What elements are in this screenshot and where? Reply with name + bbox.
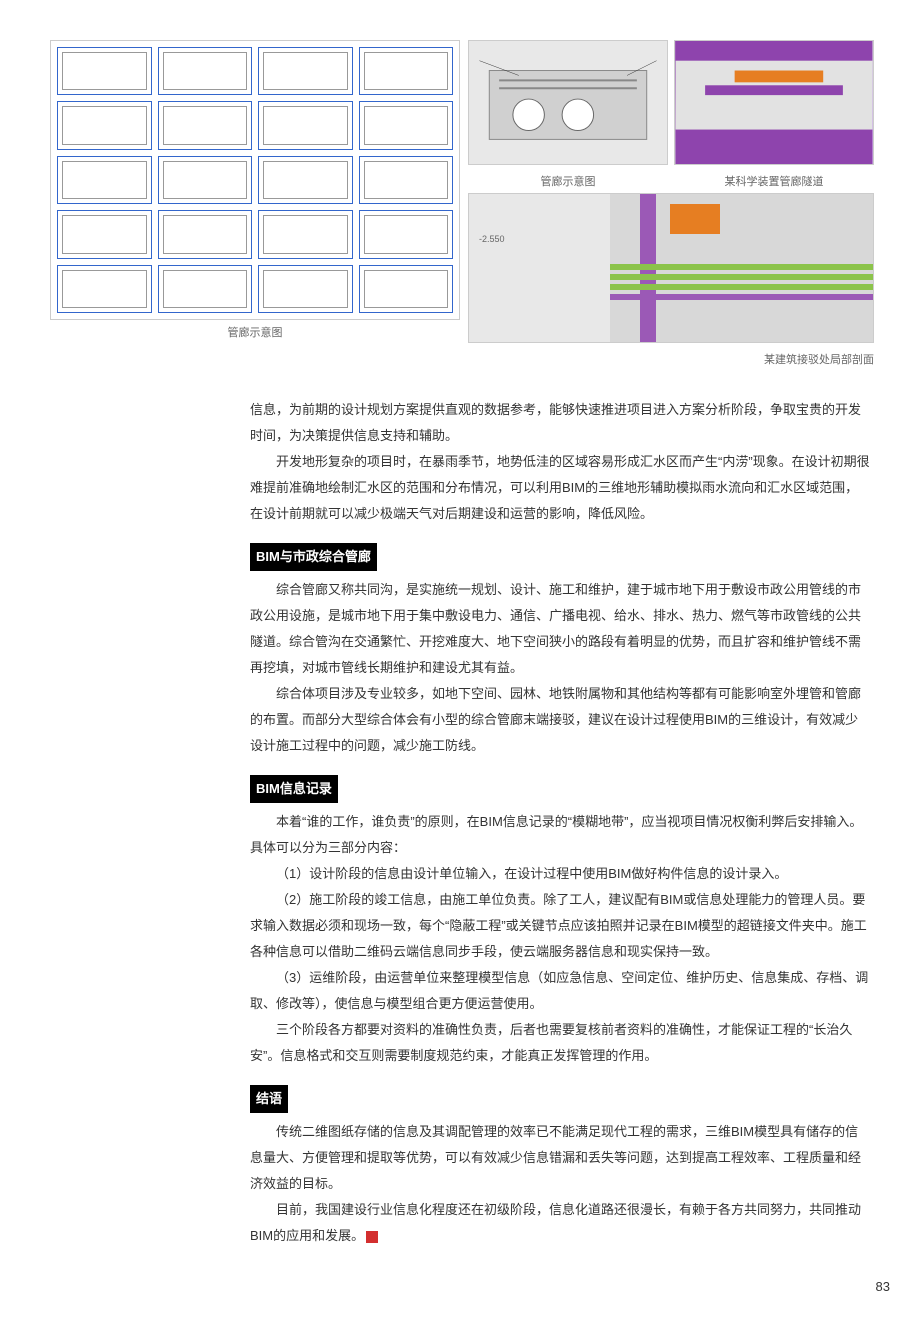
figure-top-right-1 [468,40,668,165]
article-body: 信息，为前期的设计规划方案提供直观的数据参考，能够快速推进项目进入方案分析阶段，… [250,397,870,1249]
s1-para-1: 综合管廊又称共同沟，是实施统一规划、设计、施工和维护，建于城市地下用于敷设市政公… [250,577,870,681]
section-title-2: BIM信息记录 [250,775,338,803]
s2-para-2: （1）设计阶段的信息由设计单位输入，在设计过程中使用BIM做好构件信息的设计录入… [250,861,870,887]
page-number: 83 [50,1279,890,1294]
s2-para-1: 本着“谁的工作，谁负责”的原则，在BIM信息记录的“模糊地带”，应当视项目情况权… [250,809,870,861]
intro-para-2: 开发地形复杂的项目时，在暴雨季节，地势低洼的区域容易形成汇水区而产生“内涝”现象… [250,449,870,527]
figure-caption-left: 管廊示意图 [50,324,460,340]
s3-para-2: 目前，我国建设行业信息化程度还在初级阶段，信息化道路还很漫长，有赖于各方共同努力… [250,1197,870,1249]
figure-gallery: 管廊示意图 [50,40,870,367]
figure-cad-grid [50,40,460,320]
s2-para-4: （3）运维阶段，由运营单位来整理模型信息（如应急信息、空间定位、维护历史、信息集… [250,965,870,1017]
s3-para-1: 传统二维图纸存储的信息及其调配管理的效率已不能满足现代工程的需求，三维BIM模型… [250,1119,870,1197]
s2-para-3: （2）施工阶段的竣工信息，由施工单位负责。除了工人，建议配有BIM或信息处理能力… [250,887,870,965]
figure-caption-tr2: 某科学装置管廊隧道 [674,173,874,189]
figure-left-column: 管廊示意图 [50,40,460,367]
section-title-1: BIM与市政综合管廊 [250,543,377,571]
figure-caption-bottom: 某建筑接驳处局部剖面 [468,351,874,367]
s1-para-2: 综合体项目涉及专业较多，如地下空间、园林、地铁附属物和其他结构等都有可能影响室外… [250,681,870,759]
intro-para-1: 信息，为前期的设计规划方案提供直观的数据参考，能够快速推进项目进入方案分析阶段，… [250,397,870,449]
figure-caption-tr1: 管廊示意图 [468,173,668,189]
end-mark-icon: AT [366,1231,378,1243]
figure-bottom-right: -2.550 [468,193,874,343]
section-title-3: 结语 [250,1085,288,1113]
figure-top-right-2 [674,40,874,165]
figure-right-column: 管廊示意图 某科学装置管廊隧道 -2.550 某建筑接驳处局部剖面 [468,40,874,367]
s2-para-5: 三个阶段各方都要对资料的准确性负责，后者也需要复核前者资料的准确性，才能保证工程… [250,1017,870,1069]
